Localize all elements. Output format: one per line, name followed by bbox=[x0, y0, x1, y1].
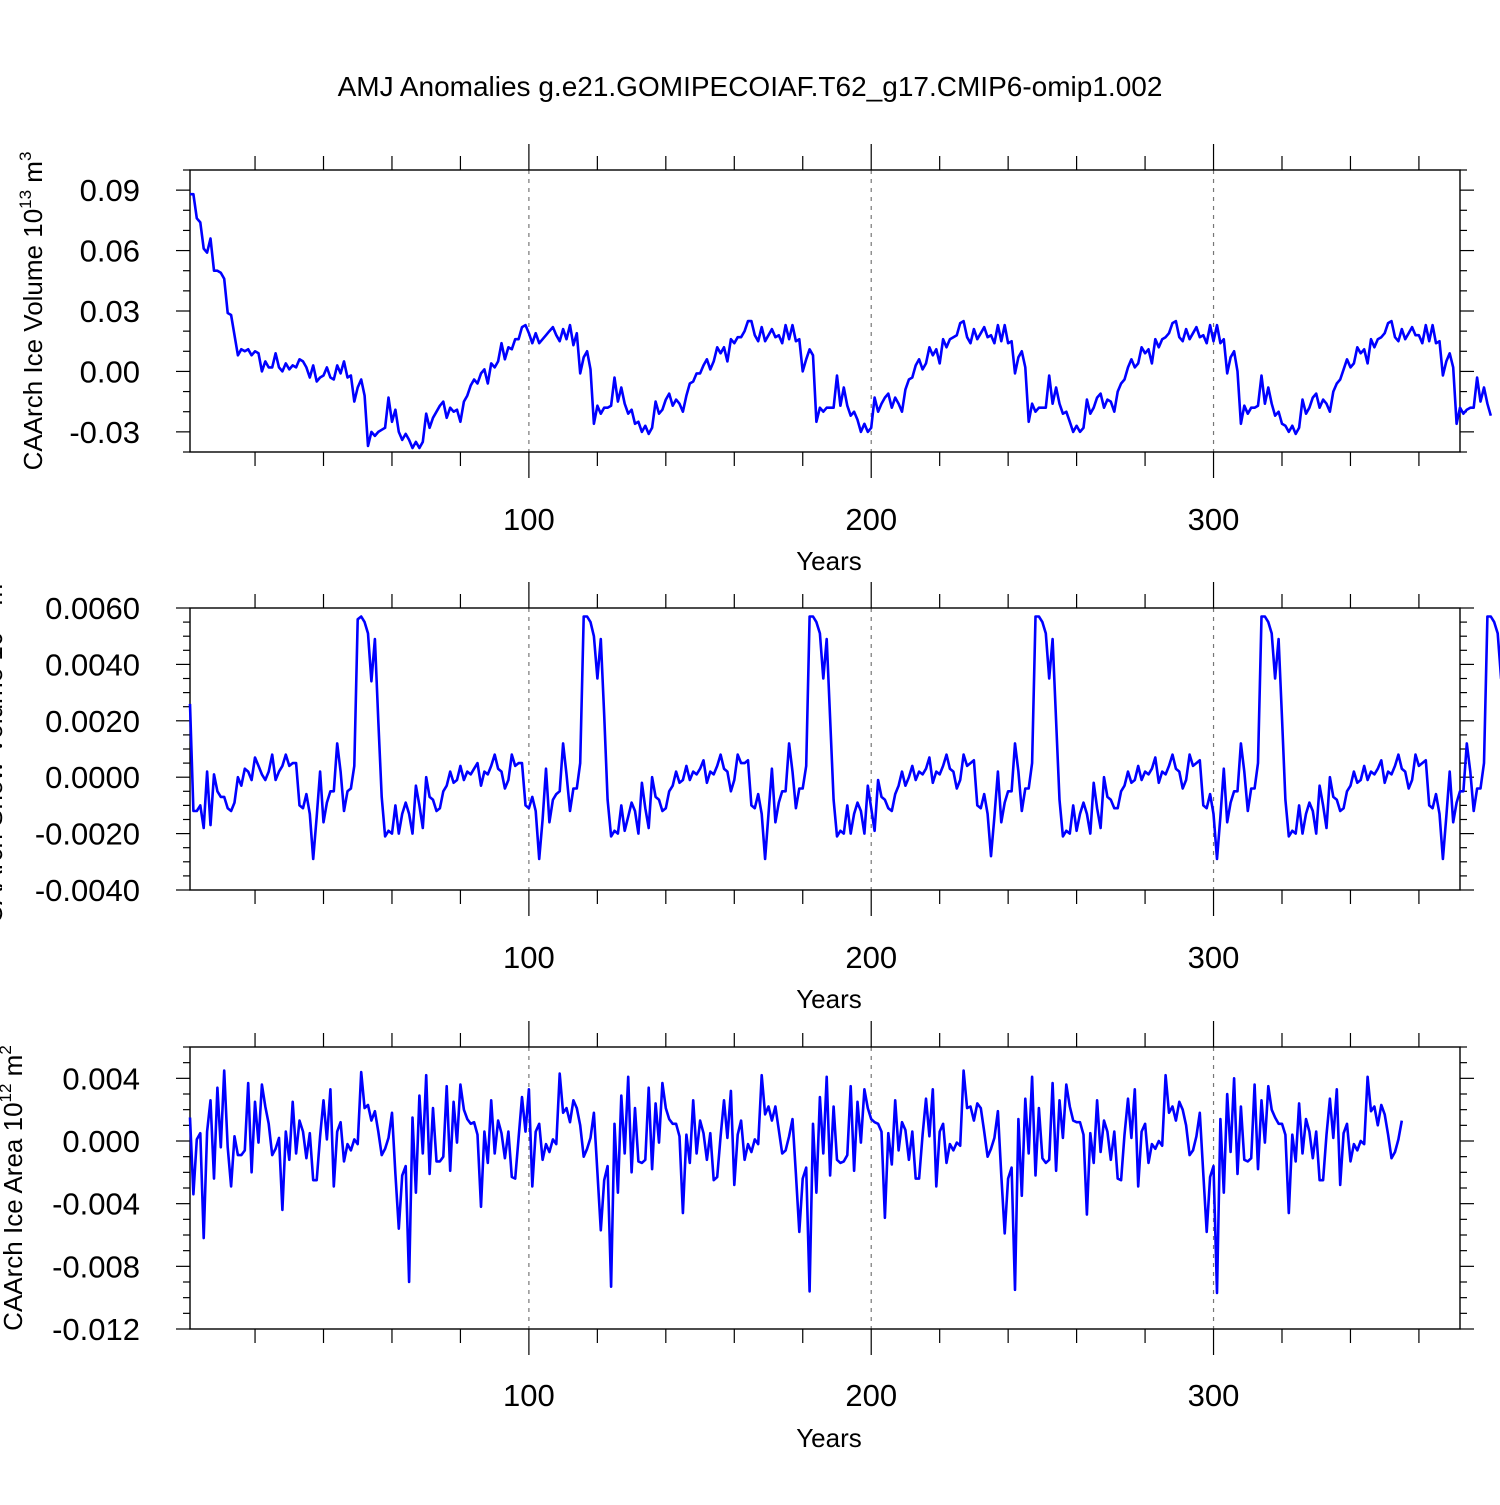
ice-volume-xtick-label: 100 bbox=[503, 502, 555, 537]
snow-volume-ytick-label: -0.0040 bbox=[35, 873, 140, 908]
ice-area-xtick-label: 100 bbox=[503, 1378, 555, 1413]
ice-area-ytick-label: -0.008 bbox=[52, 1249, 140, 1284]
snow-volume-ytick-label: 0.0000 bbox=[45, 760, 140, 795]
ice-volume-series-line bbox=[190, 192, 1493, 450]
ice-area-xtick-labels: 100 200 300 bbox=[503, 1378, 1239, 1413]
snow-volume-ytick-label: 0.0040 bbox=[45, 647, 140, 682]
ice-area-ticks bbox=[176, 1021, 1474, 1355]
snow-volume-panel: -0.0040 -0.0020 0.0000 0.0020 0.0040 0.0060 1… bbox=[0, 574, 1500, 1014]
ice-area-ylabel-text: CAArch Ice Area 10 bbox=[0, 1102, 28, 1330]
snow-volume-xtick-label: 100 bbox=[503, 940, 555, 975]
ice-volume-ytick-label: 0.03 bbox=[80, 294, 140, 329]
ice-volume-xtick-labels: 100 200 300 bbox=[503, 502, 1239, 537]
snow-volume-ytick-label: -0.0020 bbox=[35, 817, 140, 852]
snow-volume-ytick-label: 0.0060 bbox=[45, 591, 140, 626]
ice-area-xtick-label: 300 bbox=[1188, 1378, 1240, 1413]
ice-area-ytick-label: -0.012 bbox=[52, 1312, 140, 1347]
snow-volume-ytick-labels: -0.0040 -0.0020 0.0000 0.0020 0.0040 0.0060 bbox=[35, 591, 140, 908]
ice-volume-gridlines bbox=[528, 170, 1215, 452]
ice-volume-ytick-labels: -0.03 0.00 0.03 0.06 0.09 bbox=[69, 173, 140, 450]
snow-volume-xtick-label: 200 bbox=[845, 940, 897, 975]
snow-volume-ylabel-text: CAArch Snow Volume 10 bbox=[0, 632, 8, 924]
ice-area-ytick-label: 0.000 bbox=[62, 1124, 140, 1159]
snow-volume-y-axis-title: CAArch Snow Volume 1013 m3 bbox=[0, 574, 8, 923]
snow-volume-xtick-labels: 100 200 300 bbox=[503, 940, 1239, 975]
ice-volume-ylabel-exponent: 13 bbox=[16, 190, 35, 209]
ice-area-ylabel-exponent: 12 bbox=[0, 1084, 15, 1103]
ice-area-ylabel-unit-exponent: 2 bbox=[0, 1045, 15, 1054]
snow-volume-ylabel-unit: m bbox=[0, 584, 8, 613]
ice-volume-ylabel-unit: m bbox=[18, 161, 48, 190]
ice-volume-panel: -0.03 0.00 0.03 0.06 0.09 100 200 300 Years CA… bbox=[16, 144, 1493, 576]
ice-volume-ytick-label: 0.06 bbox=[80, 234, 140, 269]
ice-area-y-axis-title: CAArch Ice Area 1012 m2 bbox=[0, 1045, 28, 1331]
ice-area-series-line bbox=[188, 1069, 1404, 1295]
ice-area-gridlines bbox=[528, 1047, 1215, 1329]
ice-volume-y-axis-title: CAArch Ice Volume 1013 m3 bbox=[16, 152, 48, 471]
ice-area-ytick-label: -0.004 bbox=[52, 1187, 140, 1222]
snow-volume-xtick-label: 300 bbox=[1188, 940, 1240, 975]
ice-area-x-axis-title: Years bbox=[796, 1423, 862, 1453]
snow-volume-ticks bbox=[176, 582, 1474, 916]
ice-area-ytick-labels: -0.012 -0.008 -0.004 0.000 0.004 bbox=[52, 1061, 140, 1347]
ice-area-xtick-label: 200 bbox=[845, 1378, 897, 1413]
ice-volume-ylabel-unit-exponent: 3 bbox=[16, 152, 35, 161]
snow-volume-gridlines bbox=[528, 608, 1215, 890]
ice-volume-x-axis-title: Years bbox=[796, 546, 862, 576]
ice-volume-ticks bbox=[176, 144, 1474, 478]
ice-area-ytick-label: 0.004 bbox=[62, 1061, 140, 1096]
ice-volume-xtick-label: 200 bbox=[845, 502, 897, 537]
ice-volume-ytick-label: -0.03 bbox=[69, 415, 140, 450]
snow-volume-series-line bbox=[188, 615, 1500, 861]
ice-volume-ytick-label: 0.09 bbox=[80, 173, 140, 208]
ice-volume-ylabel-text: CAArch Ice Volume 10 bbox=[18, 209, 48, 471]
snow-volume-x-axis-title: Years bbox=[796, 984, 862, 1014]
ice-area-panel: -0.012 -0.008 -0.004 0.000 0.004 100 200 300 Y… bbox=[0, 1021, 1474, 1453]
ice-volume-ytick-label: 0.00 bbox=[80, 354, 140, 389]
ice-area-ylabel-unit: m bbox=[0, 1055, 28, 1084]
ice-volume-xtick-label: 300 bbox=[1188, 502, 1240, 537]
snow-volume-ytick-label: 0.0020 bbox=[45, 704, 140, 739]
chart-title: AMJ Anomalies g.e21.GOMIPECOIAF.T62_g17.… bbox=[338, 71, 1163, 102]
